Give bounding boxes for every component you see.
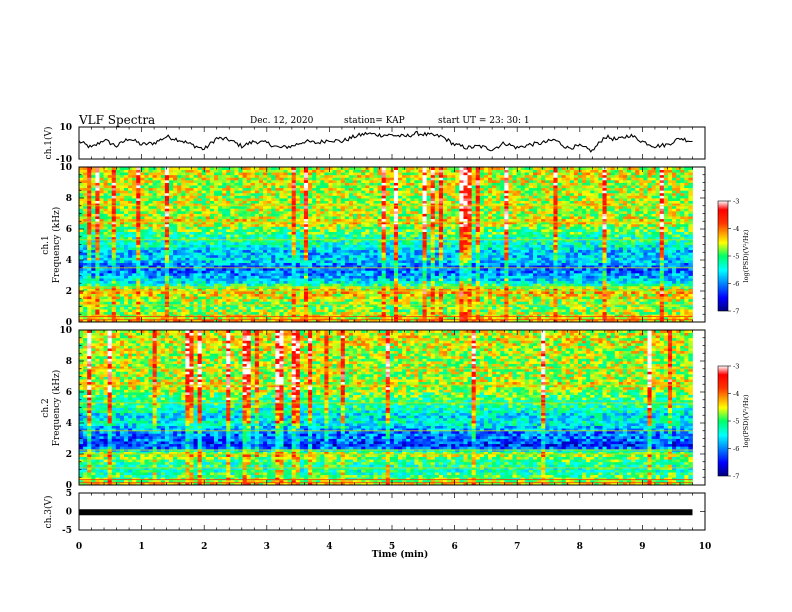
ch1-waveform-plot (79, 131, 693, 152)
ch2-colorbar (718, 366, 728, 476)
y-tick-label: 4 (66, 419, 72, 429)
y-tick-label: 10 (59, 326, 72, 336)
x-tick-label: 9 (639, 542, 645, 552)
ch1-colorbar (718, 201, 728, 311)
y-tick-label: 10 (59, 123, 72, 133)
x-tick-label: 10 (699, 542, 712, 552)
figure-title: VLF Spectra (79, 113, 155, 127)
y-tick-label: 2 (66, 287, 72, 297)
ch2-panel-label: ch.2 (41, 398, 51, 417)
x-tick-label: 4 (326, 542, 332, 552)
colorbar-labels: -3 -4 -5 -6 -7 -3 -4 -5 -6 -7 (728, 198, 739, 481)
start-ut-label: start UT = 23: 30: 1 (438, 116, 530, 126)
colorbar-tick-label: -7 (733, 308, 739, 316)
x-tick-label: 2 (201, 542, 207, 552)
ch3-waveform-ylabel: ch.3(V) (43, 496, 54, 529)
y-tick-label: -10 (56, 155, 72, 165)
ch1-waveform-ylabel: ch.1(V) (43, 127, 54, 160)
x-tick-label: 1 (138, 542, 144, 552)
x-tick-label: 8 (577, 542, 583, 552)
ch1-spectrogram (79, 167, 705, 322)
ch1-panel-label: ch.1 (41, 235, 51, 254)
ch2-spectrogram (79, 330, 705, 485)
y-tick-label: 6 (66, 225, 72, 235)
colorbar-tick-label: -5 (733, 418, 739, 426)
x-tick-label: 7 (514, 542, 520, 552)
ch1-colorbar-label: log(PSD)(V²/Hz) (742, 229, 750, 282)
colorbar-tick-label: -4 (733, 390, 739, 398)
colorbar-tick-label: -3 (733, 198, 739, 206)
vlf-figure: 0 1 2 3 4 5 6 7 8 9 100246810024681010-1050-5 -3-4… (0, 0, 792, 612)
x-tick-label: 0 (76, 542, 82, 552)
y-tick-label: 2 (66, 450, 72, 460)
colorbar-tick-label: -5 (733, 253, 739, 261)
ch1-frequency-ylabel: Frequency (kHz) (51, 207, 62, 284)
y-tick-label: 8 (66, 194, 72, 204)
colorbar-tick-label: -7 (733, 473, 739, 481)
y-tick-label: 5 (66, 489, 72, 499)
x-tick-label: 6 (451, 542, 457, 552)
y-tick-label: -5 (62, 526, 72, 536)
x-tick-label: 3 (264, 542, 270, 552)
station-label: station= KAP (344, 116, 405, 126)
colorbar-tick-label: -4 (733, 225, 739, 233)
ch2-colorbar-label: log(PSD)(V²/Hz) (742, 394, 750, 447)
y-tick-label: 6 (66, 388, 72, 398)
y-tick-label: 8 (66, 357, 72, 367)
ch1-waveform-line (79, 131, 693, 152)
date-label: Dec. 12, 2020 (250, 116, 313, 126)
y-tick-label: 0 (66, 508, 72, 518)
colorbar-tick-label: -3 (733, 363, 739, 371)
ch2-frequency-ylabel: Frequency (kHz) (51, 370, 62, 447)
y-tick-label: 4 (66, 256, 72, 266)
x-axis-label: Time (min) (372, 549, 429, 560)
colorbar-tick-label: -6 (733, 445, 739, 453)
colorbar-tick-label: -6 (733, 280, 739, 288)
